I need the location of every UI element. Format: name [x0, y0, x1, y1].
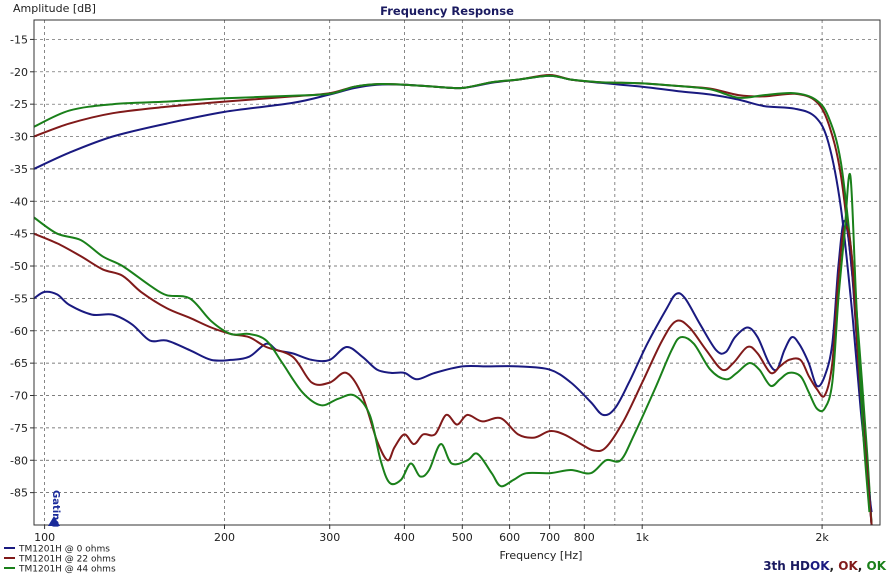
y-tick-label: -85: [10, 487, 28, 500]
x-tick-label: 300: [319, 531, 340, 544]
grid: [34, 20, 880, 525]
status-separator: ,: [830, 559, 839, 573]
y-tick-label: -65: [10, 357, 28, 370]
y-tick-label: -50: [10, 260, 28, 273]
status-item: OK: [867, 559, 887, 573]
y-tick-label: -40: [10, 195, 28, 208]
series-line-harmonic-5: [33, 172, 871, 513]
curves: [33, 74, 873, 526]
legend-entry: TM1201H @ 22 ohms: [18, 555, 116, 565]
x-tick-label: 200: [214, 531, 235, 544]
x-tick-label: 1k: [636, 531, 650, 544]
plot-border: [33, 19, 881, 526]
plot-frame: [33, 19, 881, 526]
y-tick-label: -25: [10, 98, 28, 111]
y-tick-label: -15: [10, 33, 28, 46]
y-tick-label: -55: [10, 292, 28, 305]
series-line-harmonic-3: [33, 219, 873, 513]
series-line-fundamental-0: [33, 74, 873, 526]
legend-entry: TM1201H @ 44 ohms: [18, 565, 116, 574]
series-line-fundamental-2: [33, 74, 873, 526]
x-tick-label: 100: [34, 531, 55, 544]
x-tick-label: 700: [539, 531, 560, 544]
legend-entry: TM1201H @ 0 ohms: [18, 545, 110, 555]
y-tick-label: -70: [10, 390, 28, 403]
x-tick-label: 600: [499, 531, 520, 544]
series-line-harmonic-4: [33, 225, 873, 526]
y-tick-label: -45: [10, 228, 28, 241]
x-tick-label: 500: [452, 531, 473, 544]
y-tick-label: -35: [10, 163, 28, 176]
gating-label: Gating: [50, 490, 61, 527]
status-separator: ,: [858, 559, 867, 573]
y-axis-title: Amplitude [dB]: [13, 2, 96, 15]
harmonic-status: 3th HDOK, OK, OK: [763, 559, 887, 573]
x-axis-title: Frequency [Hz]: [500, 549, 583, 562]
x-tick-label: 400: [394, 531, 415, 544]
series-line-fundamental-1: [33, 74, 873, 526]
x-tick-label: 800: [574, 531, 595, 544]
axes: -15 -20 -25 -30 -35 -40 -45 -50 -55 -60 -65 -70 -75 -…: [10, 33, 829, 544]
x-tick-label: 2k: [815, 531, 829, 544]
y-tick-label: -60: [10, 325, 28, 338]
chart-title: Frequency Response: [380, 4, 514, 18]
y-tick-label: -20: [10, 66, 28, 79]
status-prefix: 3th HD: [763, 559, 810, 573]
y-tick-label: -30: [10, 131, 28, 144]
y-tick-label: -80: [10, 454, 28, 467]
status-item: OK: [810, 559, 830, 573]
gating-marker: [48, 516, 60, 526]
y-tick-label: -75: [10, 422, 28, 435]
status-item: OK: [838, 559, 858, 573]
